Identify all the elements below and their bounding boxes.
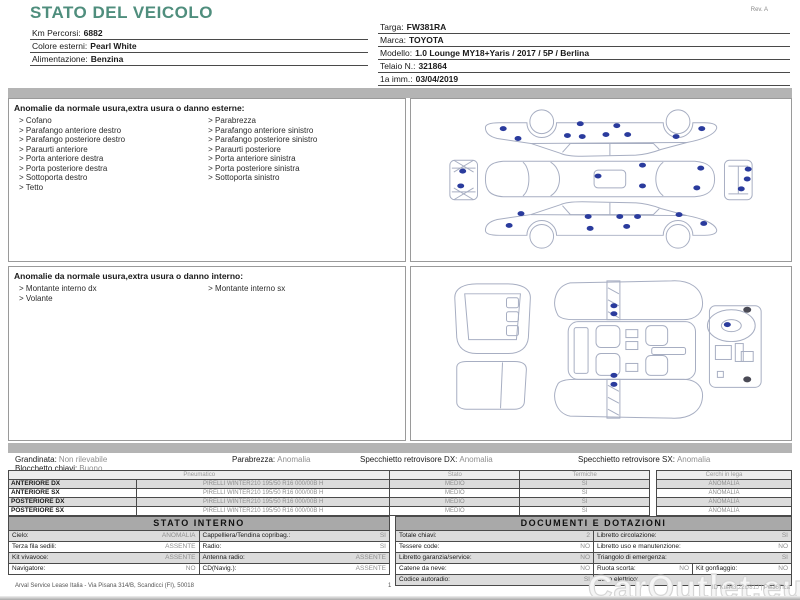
exterior-anomalies-list: Cofano Parafango anteriore destro Parafa… (9, 116, 405, 192)
cerchi-table: Cerchi in lega ANOMALIA ANOMALIA ANOMALI… (656, 470, 792, 516)
anomaly-item: Sottoporta destro (19, 173, 208, 183)
anomaly-item: Parafango anteriore destro (19, 126, 208, 136)
separator-band-bottom (8, 443, 792, 453)
exterior-anomalies-panel: Anomalie da normale usura,extra usura o … (8, 98, 406, 262)
footer-doc-id: ID KuIR3.22c/81J | Pw36Tica (711, 585, 790, 591)
check-parabrezza: Parabrezza: Anomalia (232, 455, 311, 464)
check-blocchetto-chiavi: Blocchetto chiavi: Buono (15, 464, 103, 473)
table-row: Kit vivavoce: ASSENTE Antenna radio: ASSEN… (8, 552, 390, 564)
anomaly-item: Parafango posteriore sinistro (208, 135, 397, 145)
anomaly-item: Paraurti posteriore (208, 145, 397, 155)
anomaly-item: Parabrezza (208, 116, 397, 126)
table-row: Codice autoradio: SI Cavo elettrico: (395, 574, 792, 586)
table-row: ANTERIORE DX PIRELLI WINTER210 195/50 R1… (8, 479, 650, 489)
anomaly-item: Porta posteriore sinistra (208, 164, 397, 174)
anomaly-item: Porta anteriore destra (19, 154, 208, 164)
table-row: Tessere code: NO Libretto uso e manutenzi… (395, 541, 792, 553)
check-specchietto-dx: Specchietto retrovisore DX: Anomalia (360, 455, 493, 464)
scan-edge (0, 596, 800, 600)
check-specchietto-sx: Specchietto retrovisore SX: Anomalia (578, 455, 711, 464)
anomaly-item: Tetto (19, 183, 208, 193)
page-title: STATO DEL VEICOLO (30, 3, 213, 22)
check-grandinata: Grandinata: Non rilevabile (15, 455, 108, 464)
exterior-damage-diagram (449, 109, 753, 249)
anomaly-item: Parafango anteriore sinistro (208, 126, 397, 136)
info-row-immatricolazione: 1a imm.: 03/04/2019 (378, 73, 790, 86)
revision-label: Rev. A (750, 7, 768, 13)
tires-header-cerchi: Cerchi in lega (656, 470, 792, 480)
table-row: ANOMALIA (656, 488, 792, 498)
table-row: POSTERIORE SX PIRELLI WINTER210 195/50 R… (8, 506, 650, 516)
separator-band-top (8, 88, 792, 98)
anomaly-item: Montante interno sx (208, 284, 397, 294)
vehicle-info-left: Km Percorsi: 6882 Colore esterni: Pearl Wh… (30, 27, 368, 66)
interior-damage-diagram (454, 280, 762, 419)
table-row: ANTERIORE SX PIRELLI WINTER210 195/50 R1… (8, 488, 650, 498)
table-row: Catene da neve: NO Ruota scorta: NO Kit go… (395, 563, 792, 575)
anomaly-item: Volante (19, 294, 208, 304)
info-row-alimentazione: Alimentazione: Benzina (30, 53, 368, 66)
info-row-colore: Colore esterni: Pearl White (30, 40, 368, 53)
anomaly-item: Paraurti anteriore (19, 145, 208, 155)
info-row-marca: Marca: TOYOTA (378, 34, 790, 47)
tires-header-stato: Stato (389, 470, 521, 480)
anomaly-item: Sottoporta sinistro (208, 173, 397, 183)
anomaly-item: Montante interno dx (19, 284, 208, 294)
stato-interno-title: STATO INTERNO (8, 516, 390, 531)
damage-markers-interior (610, 303, 731, 387)
table-row: Cielo: ANOMALIA Cappelliera/Tendina copri… (8, 530, 390, 542)
vehicle-info-right: Targa: FW381RA Marca: TOYOTA Modello: 1.0 L… (378, 21, 790, 86)
table-row: Navigatore: NO CD(Navig.): ASSENTE (8, 563, 390, 575)
info-row-telaio: Telaio N.: 321864 (378, 60, 790, 73)
exterior-diagram-panel (410, 98, 792, 262)
interior-anomalies-list: Montante interno dx Volante Montante int… (9, 284, 405, 303)
footer-page-number: 1 (388, 583, 392, 589)
info-row-modello: Modello: 1.0 Lounge MY18+Yaris / 2017 / 5… (378, 47, 790, 60)
table-row: Totale chiavi: 2 Libretto circolazione: SI (395, 530, 792, 542)
interior-diagram-panel (410, 266, 792, 441)
info-row-targa: Targa: FW381RA (378, 21, 790, 34)
stato-interno-table: STATO INTERNO Cielo: ANOMALIA Cappelliera… (8, 516, 390, 575)
footer-address: Arval Service Lease Italia - Via Pisana … (15, 583, 194, 589)
info-row-km: Km Percorsi: 6882 (30, 27, 368, 40)
damage-markers-exterior (457, 121, 752, 231)
tires-header-pneumatico: Pneumatico (7, 470, 391, 480)
tires-header-termiche: Termiche (519, 470, 650, 480)
caroutlet-watermark: CarOutlet.eu (587, 568, 800, 600)
documenti-table: DOCUMENTI E DOTAZIONI Totale chiavi: 2 Li… (395, 516, 792, 586)
table-row: Terza fila sedili: ASSENTE Radio: SI (8, 541, 390, 553)
anomaly-item: Porta anteriore sinistra (208, 154, 397, 164)
anomaly-item: Porta posteriore destra (19, 164, 208, 174)
table-row: ANOMALIA (656, 479, 792, 489)
anomaly-item: Cofano (19, 116, 208, 126)
table-row: Libretto garanzia/service: NO Triangolo d… (395, 552, 792, 564)
tires-table: Pneumatico Stato Termiche ANTERIORE DX P… (7, 470, 650, 516)
anomaly-item: Parafango posteriore destro (19, 135, 208, 145)
exterior-anomalies-title: Anomalie da normale usura,extra usura o … (14, 103, 245, 113)
table-row: ANOMALIA (656, 497, 792, 507)
interior-anomalies-title: Anomalie da normale usura,extra usura o … (14, 271, 244, 281)
interior-anomalies-panel: Anomalie da normale usura,extra usura o … (8, 266, 406, 441)
table-row: POSTERIORE DX PIRELLI WINTER210 195/50 R… (8, 497, 650, 507)
documenti-title: DOCUMENTI E DOTAZIONI (395, 516, 792, 531)
table-row: ANOMALIA (656, 506, 792, 516)
